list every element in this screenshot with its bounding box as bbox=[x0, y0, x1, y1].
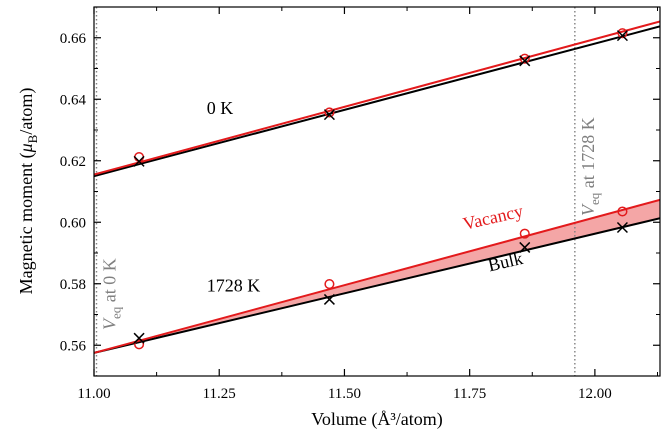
bulk-point bbox=[323, 109, 335, 121]
bulk-point bbox=[133, 155, 145, 167]
annotation-1728-k: 1728 K bbox=[207, 275, 260, 295]
fit-line-1 bbox=[94, 25, 660, 178]
vacancy-point bbox=[617, 28, 628, 39]
y-tick-label: 0.62 bbox=[60, 154, 86, 170]
y-tick-label: 0.58 bbox=[60, 277, 86, 293]
bulk-point bbox=[519, 241, 531, 253]
plot-area bbox=[94, 7, 660, 376]
fit-line-3 bbox=[94, 217, 660, 354]
bulk-point bbox=[616, 30, 628, 42]
fit-line-0 bbox=[94, 20, 660, 176]
vacancy-point bbox=[134, 339, 145, 350]
vacancy-point bbox=[519, 53, 530, 64]
annotation-vacancy: Vacancy bbox=[461, 201, 525, 234]
veq-label-1728k: Veq at 1728 K bbox=[578, 117, 602, 216]
bulk-point bbox=[133, 332, 145, 344]
y-title-text: Magnetic moment ( bbox=[16, 152, 37, 294]
annotation-0-k: 0 K bbox=[207, 98, 234, 118]
x-tick-label: 11.50 bbox=[328, 386, 361, 402]
vacancy-point bbox=[519, 228, 530, 239]
x-tick-label: 11.75 bbox=[453, 386, 486, 402]
axes: 11.00 11.25 11.50 11.75 12.00 0.56 0.58 0.60 0.6… bbox=[60, 6, 660, 402]
y-title-sub: B bbox=[25, 134, 40, 143]
vacancy-point bbox=[324, 279, 335, 290]
x-tick-label: 12.00 bbox=[578, 386, 612, 402]
bulk-point bbox=[519, 55, 531, 67]
fit-line-2 bbox=[94, 198, 660, 354]
y-tick-label: 0.56 bbox=[60, 338, 87, 354]
y-tick-label: 0.64 bbox=[60, 92, 87, 108]
y-title-mu: μ bbox=[16, 143, 36, 153]
y-axis-title: Magnetic moment (μB/atom) bbox=[16, 88, 40, 295]
bulk-point bbox=[323, 293, 335, 305]
veq-label-0k: Veq at 0 K bbox=[100, 258, 124, 330]
vacancy-point bbox=[324, 107, 335, 118]
y-tick-label: 0.60 bbox=[60, 215, 86, 231]
bulk-point bbox=[616, 221, 628, 234]
y-tick-label: 0.66 bbox=[60, 31, 87, 47]
x-axis-title: Volume (Å³/atom) bbox=[311, 409, 443, 430]
x-tick-label: 11.00 bbox=[77, 386, 110, 402]
vacancy-point bbox=[134, 152, 145, 163]
x-tick-label: 11.25 bbox=[203, 386, 236, 402]
vacancy-point bbox=[617, 206, 628, 217]
y-title-rest: /atom) bbox=[16, 88, 37, 135]
